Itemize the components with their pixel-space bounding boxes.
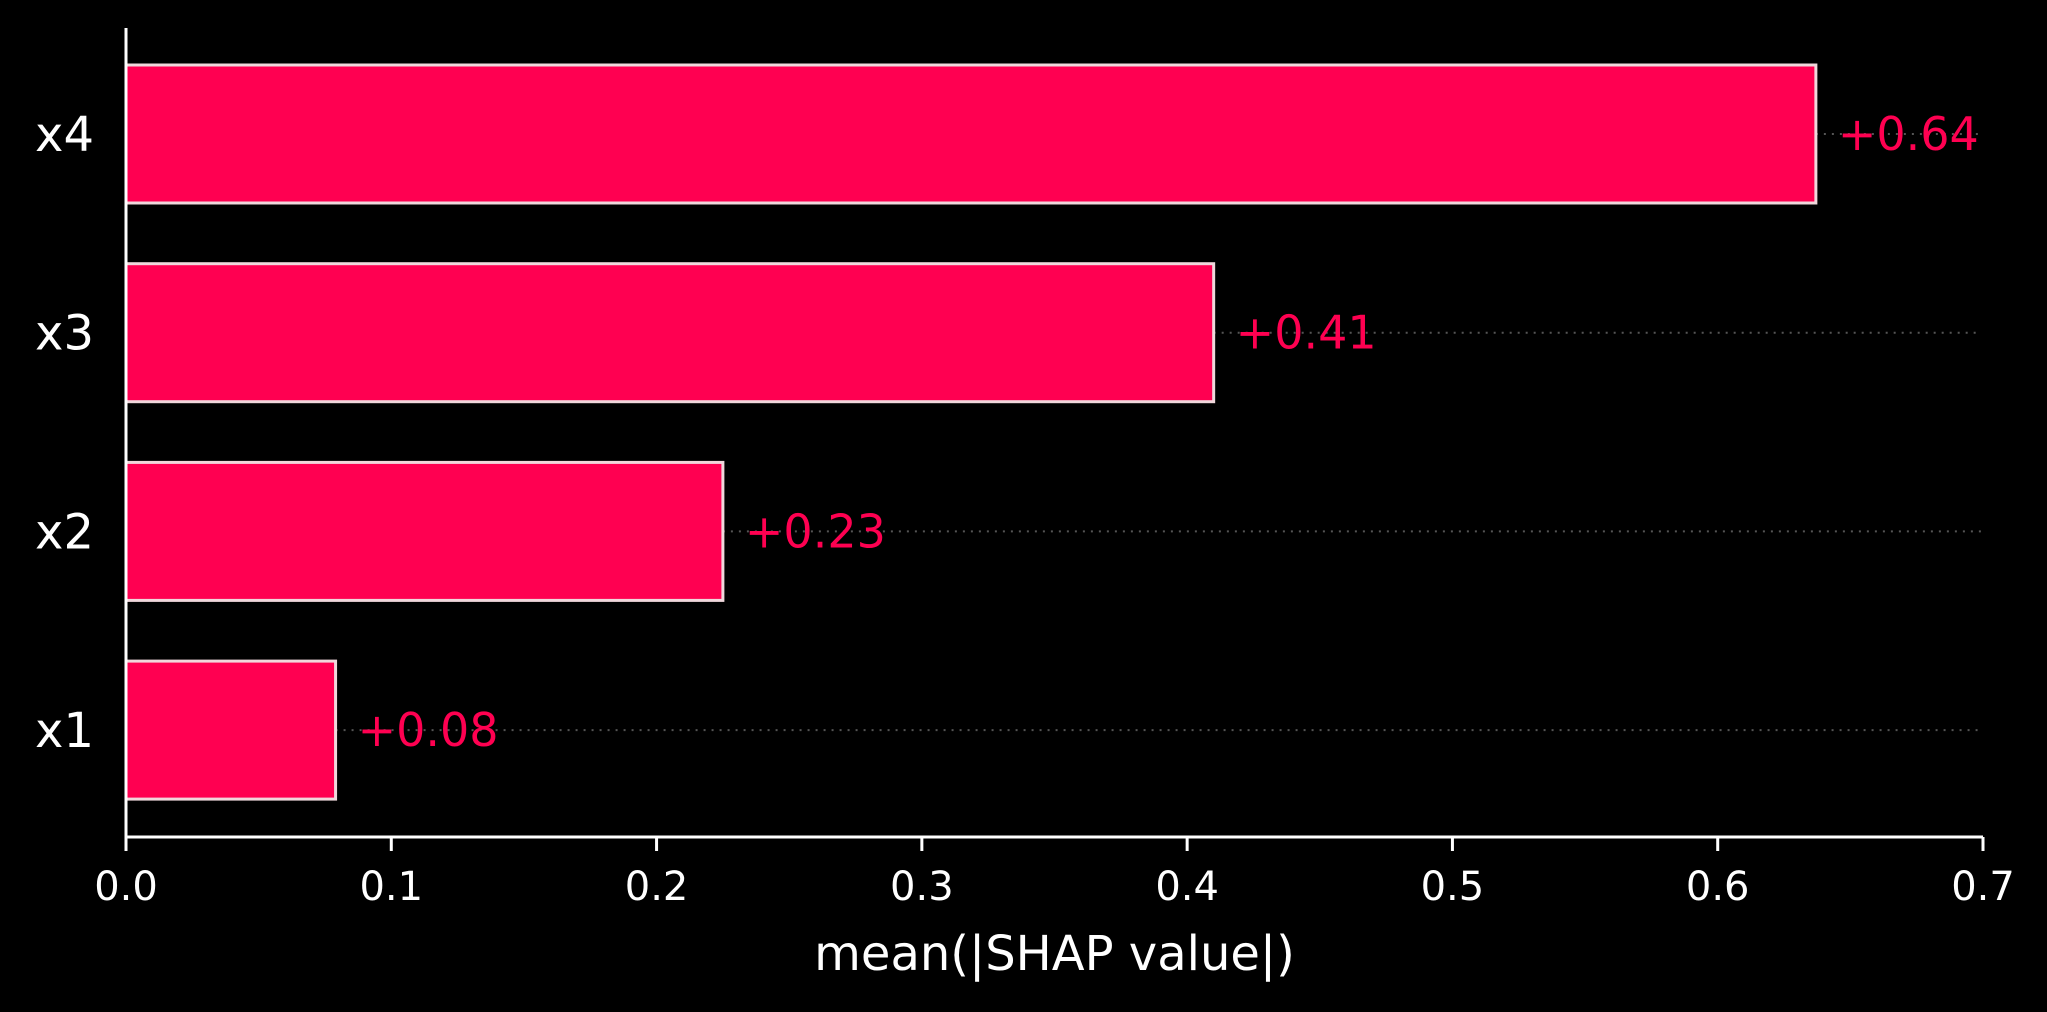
x-tick-label: 0.7 [1951,864,2015,910]
bar-x3 [124,262,1216,404]
x-tick-label: 0.1 [359,864,423,910]
feature-label-x3: x3 [35,306,94,362]
feature-label-x1: x1 [35,703,94,759]
feature-label-x2: x2 [35,504,94,560]
value-label-x4: +0.64 [1838,107,1979,161]
x-tick-label: 0.4 [1155,864,1219,910]
x-tick-label: 0.5 [1421,864,1485,910]
value-label-x3: +0.41 [1236,306,1377,360]
x-tick-label: 0.2 [625,864,689,910]
value-label-x1: +0.08 [358,703,499,757]
bar-x2 [124,460,725,602]
value-label-x2: +0.23 [745,504,886,558]
bars-group [124,63,1818,801]
bar-x1 [124,659,338,801]
x-tick-label: 0.6 [1686,864,1750,910]
feature-label-x4: x4 [35,107,94,163]
value-labels-group: +0.64 +0.41 +0.23 +0.08 [358,107,1979,757]
bar-x4 [124,63,1818,205]
x-axis-title: mean(|SHAP value|) [814,926,1295,982]
x-tick-label: 0.3 [890,864,954,910]
feature-labels-group: x4 x3 x2 x1 [35,107,94,759]
x-axis-ticks: 0.0 0.1 0.2 0.3 0.4 0.5 0.6 0.7 [94,837,2015,910]
guide-lines [335,133,1981,732]
x-tick-label: 0.0 [94,864,158,910]
